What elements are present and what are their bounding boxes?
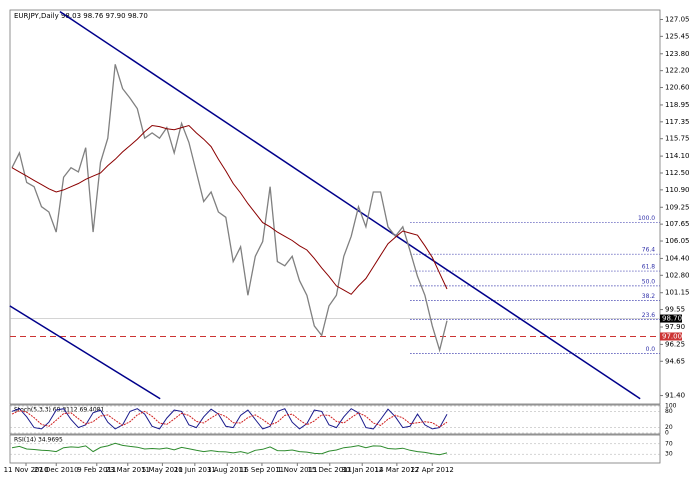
indicator-tick-label: 100 [665,403,677,410]
y-tick-label: 101.15 [665,289,690,297]
x-tick-label: 5 May 2011 [142,466,183,474]
fib-label: 0.0 [646,346,656,353]
fib-label: 100.0 [638,215,655,222]
fib-label: 23.6 [642,312,656,319]
x-tick-label: 1 Nov 2011 [277,466,317,474]
y-tick-label: 112.50 [665,169,690,177]
y-tick-label: 110.90 [665,186,690,194]
stoch-panel [9,404,661,435]
y-tick-label: 120.60 [665,84,690,92]
x-tick-label: 15 Dec 2011 [307,466,352,474]
rsi-panel [9,434,661,464]
y-tick-label: 123.80 [665,50,690,58]
fib-label: 38.2 [642,293,656,300]
y-tick-label: 106.05 [665,237,690,245]
y-tick-label: 122.20 [665,67,690,75]
price-tag [660,332,682,341]
x-tick-label: 20 Jun 2011 [174,466,216,474]
y-tick-label: 127.05 [665,15,690,23]
price-tag [660,314,682,323]
price-tag-label: 98.70 [662,315,682,323]
x-tick-label: 27 Dec 2010 [34,466,79,474]
indicator-tick-label: 30 [665,451,673,458]
fib-label: 76.4 [642,247,656,254]
trendline [59,10,641,400]
x-tick-label: 11 Nov 2010 [4,466,49,474]
y-tick-label: 118.95 [665,101,690,109]
y-tick-label: 114.10 [665,152,690,160]
fib-label: 50.0 [642,278,656,285]
y-tick-label: 115.75 [665,135,690,143]
y-tick-label: 94.65 [665,357,685,365]
chart-title: EURJPY,Daily 98.03 98.76 97.90 98.70 [14,12,148,20]
y-tick-label: 104.40 [665,254,690,262]
price-tag-label: 97.00 [662,332,682,340]
y-tick-label: 117.35 [665,118,690,126]
y-tick-label: 91.40 [665,392,685,400]
x-tick-label: 30 Jan 2012 [341,466,383,474]
moving-average [11,124,448,295]
y-tick-label: 99.55 [665,306,685,314]
price-line [11,64,448,353]
indicator-tick-label: 70 [665,440,673,447]
y-tick-label: 107.65 [665,220,690,228]
x-tick-label: 16 Sep 2011 [240,466,284,474]
y-tick-label: 109.25 [665,203,690,211]
x-tick-label: 27 Apr 2012 [411,466,454,474]
indicator-tick-label: 80 [665,408,673,415]
y-tick-label: 97.90 [665,323,685,331]
fib-label: 61.8 [642,264,656,271]
y-tick-label: 102.80 [665,271,690,279]
x-tick-label: 14 Mar 2012 [375,466,419,474]
trendline [9,305,161,400]
y-tick-label: 96.25 [665,340,685,348]
x-tick-label: 23 Mar 2011 [106,466,150,474]
indicator-line [11,408,448,430]
indicator-label: RSI(14) 34.9695 [14,437,63,444]
indicator-tick-label: 20 [665,424,673,431]
y-tick-label: 125.45 [665,32,690,40]
indicator-line [11,410,448,428]
indicator-tick-label: 0 [665,430,669,437]
x-tick-label: 3 Aug 2011 [207,466,247,474]
x-tick-label: 9 Feb 2011 [77,466,116,474]
indicator-line [11,442,448,456]
